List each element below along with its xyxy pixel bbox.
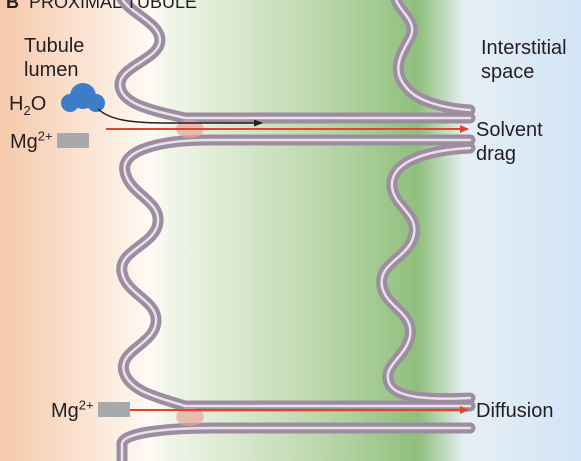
magnesium-label-bottom: Mg2+ (51, 398, 130, 423)
water-label: H2O (9, 93, 47, 118)
solvent-drag-label: Solvent drag (476, 119, 543, 165)
magnesium-ion-icon (56, 133, 89, 149)
tight-junction-bottom (176, 408, 204, 426)
diffusion-label: Diffusion (476, 400, 554, 422)
interstitial-space-label: Interstitial space (481, 37, 567, 83)
tubule-lumen-label: Tubule lumen (24, 35, 85, 81)
panel-title-text: PROXIMAL TUBULE (29, 0, 198, 12)
water-molecule-icon (61, 83, 105, 112)
magnesium-label-top: Mg2+ (10, 129, 89, 154)
cell-membranes (114, 0, 476, 461)
panel-letter: B (6, 0, 19, 12)
panel-title: B PROXIMAL TUBULE (6, 0, 197, 13)
water-flow-arrow (97, 108, 263, 127)
magnesium-ion-icon (97, 402, 130, 418)
